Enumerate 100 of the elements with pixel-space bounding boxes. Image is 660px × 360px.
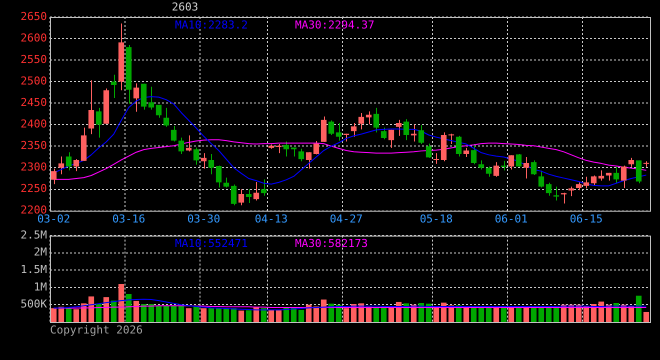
bar xyxy=(486,307,492,322)
bar xyxy=(238,310,244,322)
text: MA30:2294.37 xyxy=(295,18,374,32)
y-tick-label: 2M xyxy=(34,246,48,259)
candlestick xyxy=(306,152,312,170)
candlestick xyxy=(508,154,514,170)
candlestick xyxy=(358,112,364,130)
candlestick xyxy=(613,166,620,184)
candlestick xyxy=(58,156,64,175)
y-tick-label: 1.5M xyxy=(20,263,48,276)
bar xyxy=(73,309,80,322)
bar xyxy=(523,306,530,322)
candlestick xyxy=(530,160,537,176)
candlestick xyxy=(493,162,500,178)
candlestick xyxy=(186,134,192,152)
x-tick-label: 04-27 xyxy=(330,212,363,226)
candlestick xyxy=(433,152,440,164)
candlestick xyxy=(298,148,304,162)
candlestick xyxy=(560,192,567,204)
candlestick xyxy=(350,122,357,138)
bar xyxy=(636,296,642,322)
candlestick xyxy=(583,176,590,189)
bar xyxy=(88,296,94,322)
candlestick xyxy=(283,140,290,158)
y-tick-label: 2350 xyxy=(20,139,47,152)
candlestick xyxy=(523,156,530,179)
y-tick-label: 2250 xyxy=(20,182,47,196)
candlestick xyxy=(133,82,140,112)
x-tick-label: 04-13 xyxy=(254,212,288,226)
bar xyxy=(133,300,140,322)
candlestick xyxy=(216,165,222,188)
candlestick xyxy=(163,107,170,128)
candlestick xyxy=(403,118,410,141)
bar xyxy=(50,308,57,322)
bar xyxy=(508,306,514,322)
candlestick xyxy=(313,140,320,155)
candlestick xyxy=(336,122,342,142)
y-tick-label: 2300 xyxy=(20,160,47,174)
chart-title: 2603 xyxy=(172,0,198,14)
bar xyxy=(103,297,110,322)
candlestick xyxy=(568,186,574,197)
candlestick xyxy=(448,133,454,145)
candlestick xyxy=(628,157,634,168)
bar xyxy=(66,308,72,322)
bar xyxy=(118,284,124,322)
candlestick xyxy=(636,160,642,184)
candlestick xyxy=(418,124,424,145)
candlestick xyxy=(88,80,94,135)
x-tick-label: 03-30 xyxy=(187,212,220,226)
text: Copyright 2026 xyxy=(50,323,143,336)
candlestick xyxy=(463,147,470,158)
candlestick xyxy=(50,168,57,185)
candlestick xyxy=(426,143,432,158)
candlestick xyxy=(238,188,244,206)
bar xyxy=(163,306,170,322)
bar xyxy=(320,300,327,322)
y-tick-label: 2450 xyxy=(20,96,47,109)
bar xyxy=(373,307,380,322)
candlestick xyxy=(500,160,507,171)
candlestick xyxy=(328,120,334,136)
candlestick xyxy=(516,153,522,168)
bar xyxy=(223,308,230,322)
bar xyxy=(140,304,147,322)
candlestick xyxy=(546,182,552,196)
y-tick-label: 2500 xyxy=(20,74,47,88)
candlestick xyxy=(200,152,207,170)
candlestick xyxy=(110,74,117,98)
candlestick xyxy=(230,184,237,206)
y-tick-label: 2550 xyxy=(20,52,47,66)
text: MA30:582173 xyxy=(295,236,368,250)
bar xyxy=(538,306,544,322)
bar xyxy=(478,307,484,322)
bar xyxy=(530,307,537,322)
bar xyxy=(583,306,590,322)
y-tick-label: 1M xyxy=(34,280,48,294)
bar xyxy=(313,306,320,322)
candlestick xyxy=(366,110,372,125)
bar xyxy=(268,310,274,322)
candlestick xyxy=(373,107,380,133)
x-tick-label: 03-16 xyxy=(112,212,146,226)
candlestick xyxy=(486,166,492,178)
bar xyxy=(148,304,154,322)
y-tick-label: 2.5M xyxy=(20,228,48,242)
candlestick xyxy=(380,127,387,140)
candlestick xyxy=(66,152,72,171)
candlestick xyxy=(470,144,477,165)
bar xyxy=(246,310,252,322)
bar xyxy=(178,306,184,322)
bar xyxy=(516,307,522,322)
candlestick xyxy=(538,170,544,188)
candlestick xyxy=(140,83,147,110)
candlestick xyxy=(410,124,417,142)
bar xyxy=(126,294,132,322)
bar xyxy=(260,308,267,322)
candlestick xyxy=(178,137,184,154)
x-tick-label: 05-18 xyxy=(420,212,453,226)
candlestick xyxy=(620,165,627,188)
y-tick-label: 500K xyxy=(20,298,48,311)
bar xyxy=(253,307,260,322)
bar xyxy=(208,307,214,322)
